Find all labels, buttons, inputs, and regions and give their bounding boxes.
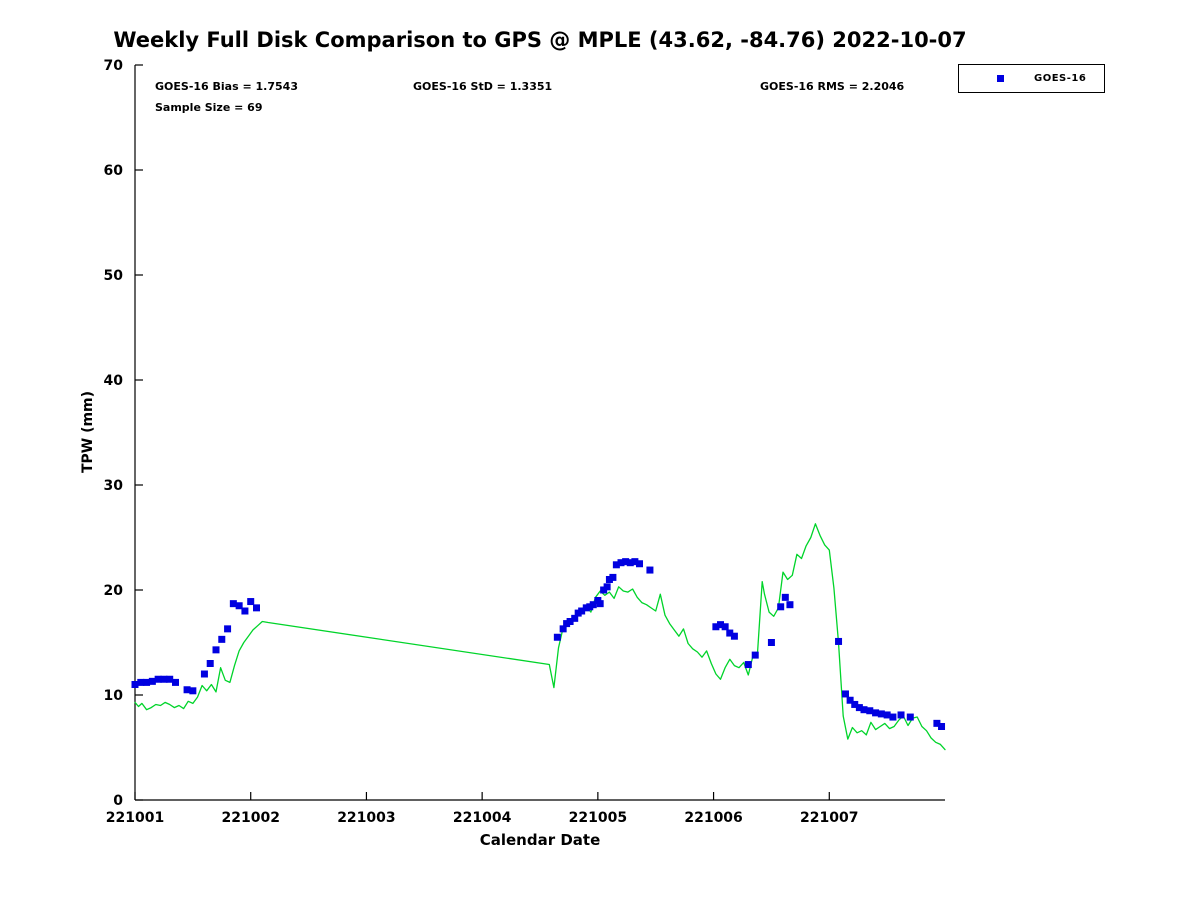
stat-rms: GOES-16 RMS = 2.2046 [760,80,905,93]
goes16-point [206,660,214,667]
goes16-point [851,700,859,708]
chart-title: Weekly Full Disk Comparison to GPS @ MPL… [113,28,967,52]
stat-std: GOES-16 StD = 1.3351 [413,80,553,93]
goes16-point [938,723,946,730]
y-axis-label: TPW (mm) [80,390,96,474]
goes16-point [189,687,197,695]
y-tick-label: 40 [104,373,124,389]
goes16-point [897,711,905,719]
goes16-point [767,639,775,646]
goes16-point [751,651,759,659]
y-tick-label: 30 [104,478,124,494]
goes16-point [589,601,597,609]
y-tick-label: 20 [104,583,124,599]
goes16-point [166,675,174,683]
goes16-point [626,559,634,567]
goes16-point [631,558,639,566]
goes16-point [786,601,794,609]
goes16-point [131,681,139,688]
goes16-legend-label: GOES-16 [1034,73,1087,84]
goes16-point [596,600,604,608]
goes16-point [224,625,232,633]
goes16-point [777,603,785,611]
goes16-point [744,661,752,669]
goes16-point [622,558,630,566]
goes16-legend-marker-icon [997,75,1004,82]
goes16-point [578,607,586,615]
goes16-point [160,675,168,683]
goes16-point [883,711,891,719]
goes16-point [860,706,868,714]
y-tick-label: 10 [104,688,124,704]
goes16-point [229,600,237,608]
goes16-point [717,621,725,629]
goes16-point [872,709,880,717]
goes16-point [241,607,249,615]
goes16-point [566,618,574,625]
x-tick-label: 221007 [800,810,858,826]
legend: GOES-16 [958,64,1105,93]
goes16-point [603,583,611,591]
y-tick-label: 60 [104,163,124,179]
x-tick-label: 221005 [569,810,627,826]
goes16-point [841,690,849,698]
goes16-point [726,629,734,637]
goes16-point [571,614,579,622]
goes16-point [143,678,151,686]
stat-bias: GOES-16 Bias = 1.7543 [155,80,298,93]
stat-sample-size: Sample Size = 69 [155,101,263,114]
x-tick-label: 221006 [684,810,742,826]
gps-line [134,523,946,751]
x-axis-label: Calendar Date [479,831,601,849]
goes16-point [218,635,226,643]
goes16-point [781,593,789,601]
goes16-point [933,719,941,727]
goes16-point [609,573,617,581]
goes16-point [877,710,885,718]
x-tick-label: 221003 [337,810,395,826]
goes16-point [855,704,863,712]
x-tick-label: 221001 [106,810,164,826]
y-tick-label: 0 [113,793,123,809]
goes16-point [137,678,145,686]
goes16-point [559,625,567,633]
goes16-point [721,623,729,631]
goes16-point [712,623,720,631]
goes16-point [866,707,874,715]
y-tick-label: 70 [104,58,124,74]
goes16-point [200,670,208,678]
goes16-point [212,646,220,654]
goes16-point [646,566,654,574]
goes16-point [846,696,854,704]
goes16-point [889,713,897,721]
goes16-point [617,559,625,567]
x-tick-label: 221002 [221,810,279,826]
goes16-point [906,713,914,721]
goes16-point [612,561,620,569]
y-tick-label: 50 [104,268,124,284]
x-tick-label: 221004 [453,810,512,826]
goes16-point [835,637,843,645]
goes16-point [253,604,260,612]
goes16-point [247,598,255,606]
goes16-point [172,678,179,686]
goes16-point [553,633,561,641]
goes16-point [636,560,644,568]
goes16-point [730,632,738,640]
goes16-point [148,677,156,685]
goes16-point [183,686,191,694]
goes16-point [154,675,162,683]
goes16-point [235,602,243,610]
